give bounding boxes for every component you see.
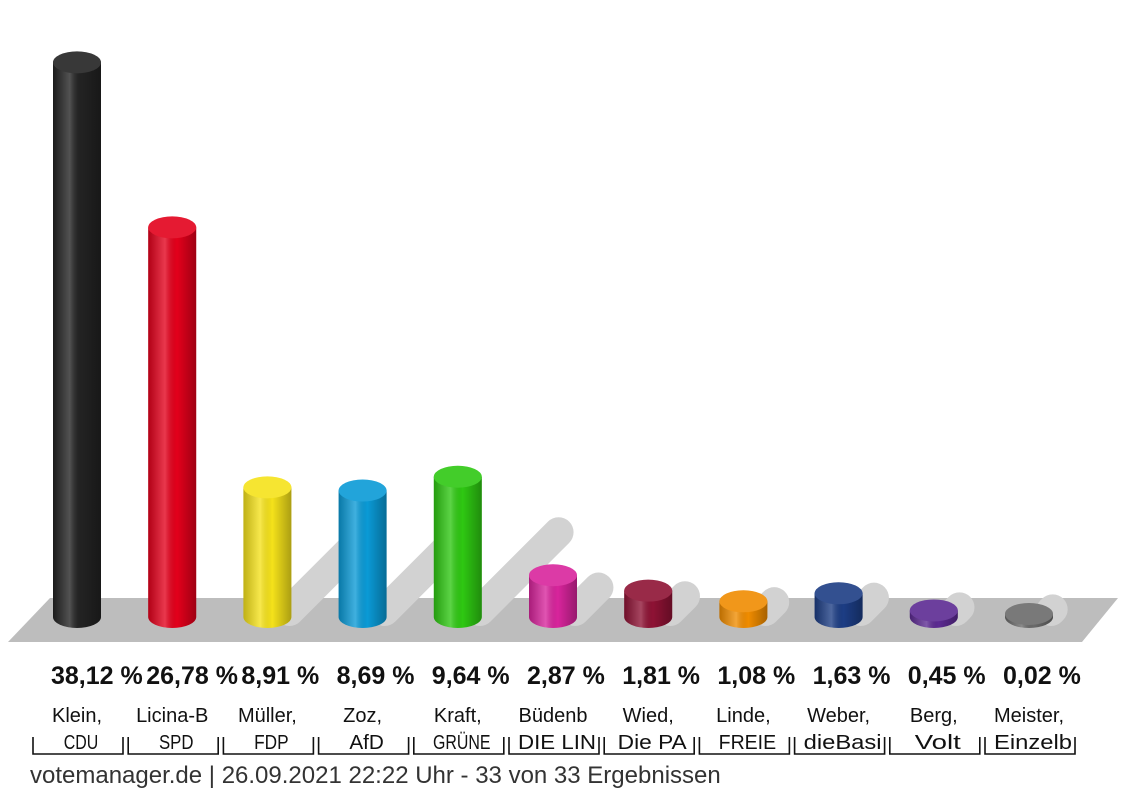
bar-top-highlight xyxy=(243,476,292,499)
category-bracket xyxy=(603,737,695,755)
bar-top-highlight xyxy=(338,479,387,502)
candidate-label: Klein, xyxy=(52,705,102,727)
value-label: 1,81 % xyxy=(622,662,700,690)
bar-top-highlight xyxy=(529,564,577,587)
party-label: Einzelb xyxy=(994,732,1072,754)
bar-shadow xyxy=(655,581,700,626)
bar-top-highlight xyxy=(1005,603,1053,625)
value-label: 38,12 % xyxy=(51,662,143,690)
value-label: 8,91 % xyxy=(241,662,319,690)
candidate-label: Weber, xyxy=(807,705,870,727)
value-label: 9,64 % xyxy=(432,662,510,690)
party-label: FDP xyxy=(254,732,289,754)
party-label: FREIE xyxy=(719,732,777,754)
candidate-label: Wied, xyxy=(623,705,674,727)
bar-top xyxy=(909,599,958,622)
party-label: CDU xyxy=(64,732,99,754)
bar-shading xyxy=(529,575,577,628)
candidate-label: Müller, xyxy=(238,705,297,727)
candidate-label: Berg, xyxy=(910,705,958,727)
value-label: 26,78 % xyxy=(146,662,238,690)
value-label: 0,45 % xyxy=(908,662,986,690)
category-bracket xyxy=(32,737,124,755)
category-bracket xyxy=(508,737,600,755)
bar-top xyxy=(243,476,292,499)
party-label: dieBasi xyxy=(804,732,882,754)
value-label: 1,08 % xyxy=(717,662,795,690)
footer-source: votemanager.de | 26.09.2021 22:22 Uhr - … xyxy=(30,762,721,789)
bar-shadow xyxy=(560,572,614,626)
bar-shadow xyxy=(464,517,574,626)
bar-shading xyxy=(433,476,482,628)
bar-top-highlight xyxy=(719,590,768,613)
bar-top xyxy=(338,479,387,502)
bar-top xyxy=(148,216,197,239)
candidate-label: Licina-B xyxy=(136,705,208,727)
category-bracket xyxy=(698,737,791,755)
category-bracket xyxy=(984,737,1076,755)
party-label: GRÜNE xyxy=(433,732,491,754)
bar-top-highlight xyxy=(624,579,673,602)
value-label: 2,87 % xyxy=(527,662,605,690)
bar-top-highlight xyxy=(814,582,863,605)
category-bracket xyxy=(317,737,410,755)
bar-shadow xyxy=(845,582,889,626)
value-label: 8,69 % xyxy=(337,662,415,690)
bar-top xyxy=(53,51,101,74)
bar-top xyxy=(529,564,577,587)
category-bracket xyxy=(222,737,315,755)
category-bracket xyxy=(127,737,219,755)
bar-shading xyxy=(53,62,101,628)
category-labels: Klein, CDU Licina-B SPD Müller, FDP Zoz, AfD Kra… xyxy=(32,705,1076,755)
bar-top-highlight xyxy=(53,51,101,74)
bar-shading xyxy=(243,487,292,628)
bar-top xyxy=(624,579,673,602)
bar-top xyxy=(1005,603,1053,625)
bar-shading xyxy=(148,227,197,628)
value-label: 1,63 % xyxy=(813,662,891,690)
party-label: SPD xyxy=(159,732,194,754)
bar-top xyxy=(814,582,863,605)
party-label: AfD xyxy=(349,732,384,754)
candidate-label: Büdenb xyxy=(519,705,588,727)
category-bracket xyxy=(793,737,886,755)
bar-top-highlight xyxy=(909,599,958,622)
bar-top xyxy=(719,590,768,613)
category-bracket xyxy=(413,737,505,755)
party-label: DIE LIN xyxy=(518,732,596,754)
candidate-label: Linde, xyxy=(716,705,771,727)
bar-top-highlight xyxy=(148,216,197,239)
category-bracket xyxy=(889,737,981,755)
candidate-label: Zoz, xyxy=(343,705,382,727)
bars xyxy=(53,51,1053,628)
bar-shading xyxy=(338,490,387,628)
party-label: Die PA xyxy=(618,732,688,754)
value-label: 0,02 % xyxy=(1003,662,1081,690)
value-labels: 38,12 % 26,78 % 8,91 % 8,69 % 9,64 % 2,87 % 1,… xyxy=(51,662,1081,690)
bar-top-highlight xyxy=(433,465,482,488)
party-label: Volt xyxy=(915,732,962,754)
bar-top xyxy=(433,465,482,488)
candidate-label: Kraft, xyxy=(434,705,482,727)
candidate-label: Meister, xyxy=(994,705,1064,727)
